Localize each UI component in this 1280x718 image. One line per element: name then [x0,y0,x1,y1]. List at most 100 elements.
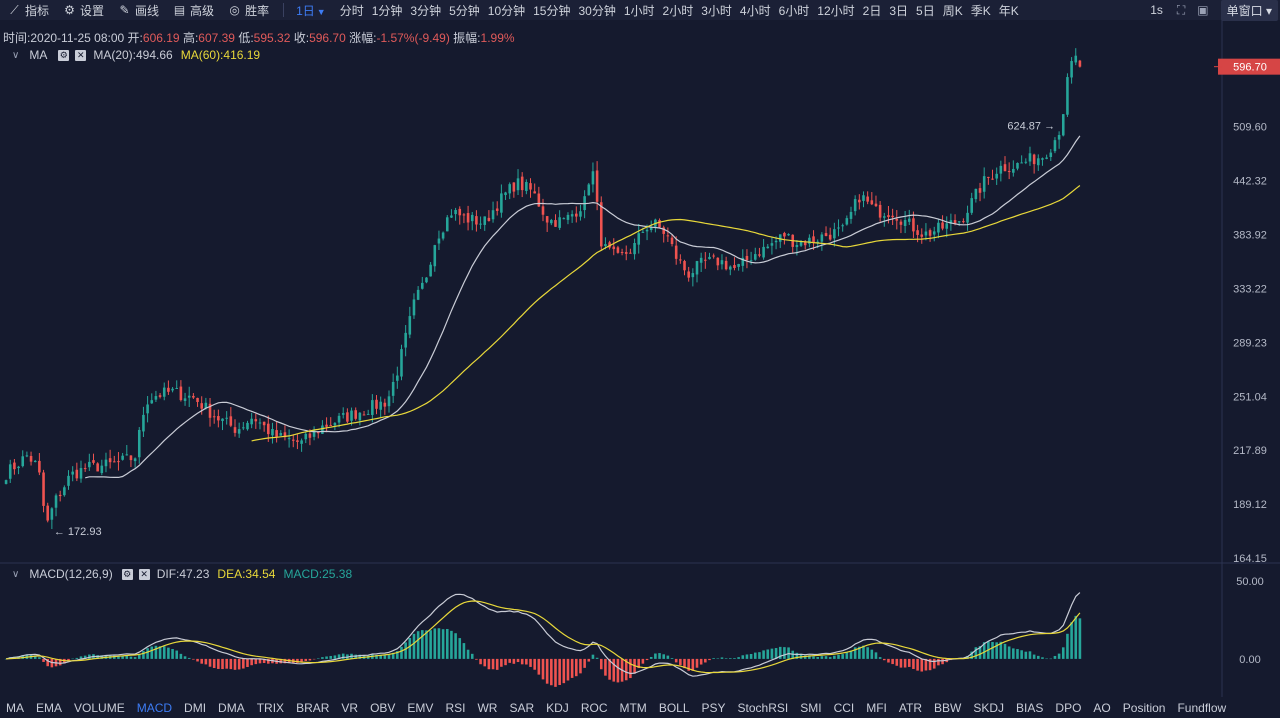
tool-gear[interactable]: ⚙ 设置 [63,2,104,19]
interval-17[interactable]: 周K [943,2,963,19]
indicator-mtm[interactable]: MTM [619,700,647,715]
indicator-ao[interactable]: AO [1093,700,1111,715]
macd-bar [695,658,699,668]
macd-bar [483,658,487,667]
interval-4[interactable]: 5分钟 [449,2,480,19]
candle-body [629,252,632,254]
indicator-stochrsi[interactable]: StochRSI [737,700,789,715]
interval-10[interactable]: 3小时 [701,2,732,19]
dif-value: DIF:47.23 [156,567,210,581]
candle-body [866,196,869,202]
candle-body [953,220,957,224]
indicator-dmi[interactable]: DMI [184,700,207,715]
indicator-roc[interactable]: ROC [580,700,608,715]
interval-18[interactable]: 季K [971,2,991,19]
interval-19[interactable]: 年K [999,2,1019,19]
macd-bar [691,658,695,671]
interval-1[interactable]: 分时 [340,2,364,19]
candle-body [554,220,557,227]
indicator-position[interactable]: Position [1122,700,1166,715]
macd-bar [63,658,66,664]
interval-12[interactable]: 6小时 [779,2,810,19]
screenshot-icon[interactable]: ▣ [1197,3,1209,17]
indicator-emv[interactable]: EMV [407,700,434,715]
indicator-macd[interactable]: MACD [136,700,173,715]
indicator-brar[interactable]: BRAR [296,700,330,715]
indicator-kdj[interactable]: KDJ [546,700,569,715]
refresh-rate[interactable]: 1s [1150,3,1163,17]
fullscreen-icon[interactable]: ⛶ [1176,2,1186,17]
indicator-psy[interactable]: PSY [701,700,726,715]
interval-8[interactable]: 1小时 [624,2,655,19]
macd-bar [4,658,8,660]
macd-bar [325,656,328,659]
indicator-dma[interactable]: DMA [218,700,245,715]
indicator-bbw[interactable]: BBW [934,700,962,715]
interval-14[interactable]: 2日 [863,2,882,19]
indicator-boll[interactable]: BOLL [658,700,690,715]
indicator-smi[interactable]: SMI [800,700,822,715]
candle-body [312,430,316,437]
collapse-chevron-icon[interactable]: ∨ [12,568,20,580]
macd-bar [858,646,861,659]
interval-15[interactable]: 3日 [889,2,908,19]
candle-body [878,204,882,218]
price-chart[interactable]: 596.70 509.60 442.32 383.92 333.22 289.23 251.… [0,0,1280,697]
candle-body [1070,61,1073,78]
interval-3[interactable]: 3分钟 [410,2,441,19]
tool-chart-line[interactable]: ⟋ 指标 [8,2,49,19]
macd-bar [267,658,270,664]
interval-5[interactable]: 10分钟 [488,2,525,19]
candle-body [624,252,628,254]
macd-bar [1066,633,1069,659]
indicator-sar[interactable]: SAR [509,700,535,715]
collapse-chevron-icon[interactable]: ∨ [12,49,20,61]
indicator-volume[interactable]: VOLUME [74,700,125,715]
candle-body [316,431,320,434]
close-icon[interactable]: ✕ [138,568,150,580]
candle-body [620,252,624,254]
indicator-vr[interactable]: VR [341,700,359,715]
settings-icon[interactable]: ⚙ [58,49,70,61]
close-icon[interactable]: ✕ [75,49,87,61]
interval-9[interactable]: 2小时 [663,2,694,19]
indicator-atr[interactable]: ATR [898,700,923,715]
macd-bar [100,655,104,659]
indicator-wr[interactable]: WR [477,700,498,715]
interval-2[interactable]: 1分钟 [372,2,403,19]
indicator-ema[interactable]: EMA [36,700,63,715]
indicator-cci[interactable]: CCI [833,700,855,715]
indicator-dpo[interactable]: DPO [1055,700,1082,715]
interval-13[interactable]: 12小时 [817,2,854,19]
indicator-fundflow[interactable]: Fundflow [1177,700,1227,715]
indicator-rsi[interactable]: RSI [445,700,466,715]
settings-icon[interactable]: ⚙ [121,568,133,580]
candle-body [208,403,212,418]
candle-body [167,387,170,392]
indicator-bias[interactable]: BIAS [1016,700,1044,715]
candle-body [604,244,607,247]
candle-body [645,229,649,232]
indicator-ma[interactable]: MA [6,700,24,715]
interval-11[interactable]: 4小时 [740,2,771,19]
macd-bar [167,647,170,659]
indicator-skdj[interactable]: SKDJ [973,700,1005,715]
interval-6[interactable]: 15分钟 [533,2,570,19]
window-mode-select[interactable]: 单窗口 ▾ [1220,0,1278,21]
indicator-mfi[interactable]: MFI [866,700,887,715]
interval-7[interactable]: 30分钟 [578,2,615,19]
interval-16[interactable]: 5日 [916,2,935,19]
tool-calendar[interactable]: ▤ 高级 [173,2,214,19]
macd-bar [874,652,878,659]
candle-body [391,381,395,396]
indicator-obv[interactable]: OBV [370,700,396,715]
macd-bar [258,658,262,664]
macd-bar [200,658,203,664]
tool-pencil[interactable]: ✎ 画线 [118,2,160,19]
candle-body [17,466,20,469]
macd-bar [641,658,645,664]
macd-bar [158,646,162,659]
tool-target[interactable]: ◎ 胜率 [228,2,269,19]
interval-0[interactable]: 1日 ▼ [296,2,326,19]
indicator-trix[interactable]: TRIX [256,700,285,715]
